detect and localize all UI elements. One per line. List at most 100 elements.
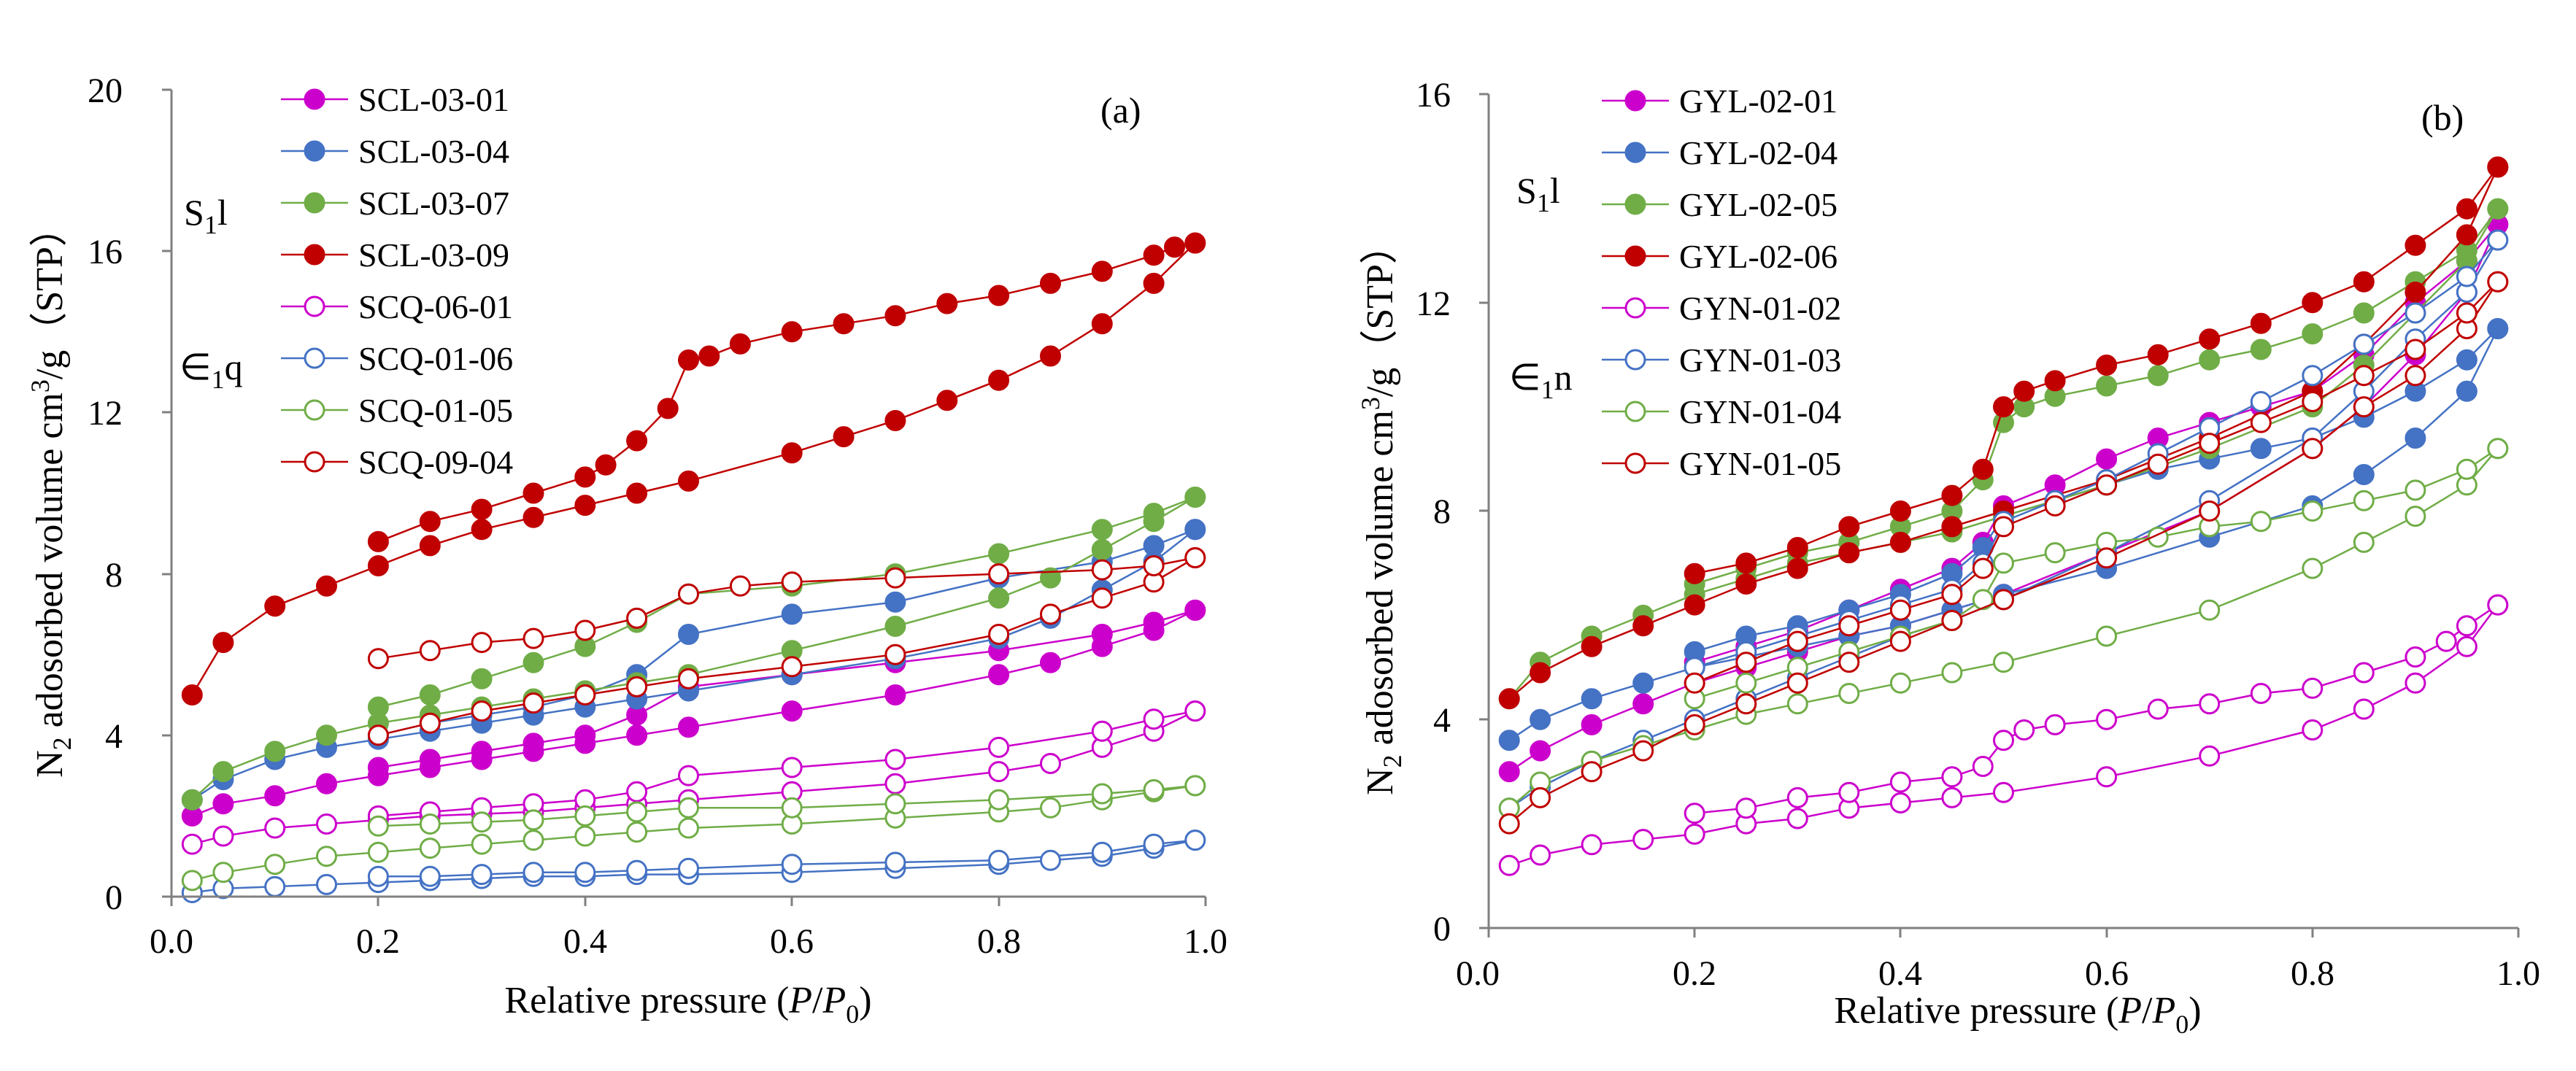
panel-a-series-scq-01-05-desorption-point-12 — [367, 815, 389, 837]
panel-b-series-gyn-01-05-desorption-point-16 — [1735, 652, 1757, 673]
panel-a-series-scl-03-01-adsorption-point-13 — [988, 664, 1010, 686]
panel-a: 20 16 12 8 4 0 0.0 0.2 0.4 0.6 0.8 1.0 R… — [26, 71, 1227, 1029]
panel-a-series-scq-09-04-desorption-point-1 — [1143, 555, 1165, 576]
panel-b-series-gyn-01-02-adsorption-point-16 — [2456, 635, 2477, 657]
panel-a-series-scq-06-01-adsorption-point-0 — [181, 833, 203, 855]
panel-b-series-gyl-02-05-desorption-point-8 — [2096, 375, 2118, 397]
panel-a-series-scl-03-09-desorption-point-7 — [884, 305, 906, 327]
panel-b-legend-label-gyn-01-02: GYN-01-02 — [1679, 290, 1841, 327]
panel-b-series-gyl-02-06-adsorption-point-0 — [1498, 688, 1520, 710]
panel-a-series-scl-03-09-desorption-point-18 — [471, 498, 493, 520]
panel-a-series-scl-03-07-adsorption-point-15 — [1091, 538, 1113, 560]
panel-a-series-scl-03-07-desorption-point-11 — [419, 684, 441, 705]
panel-b-series-gyl-02-06-desorption-point-16 — [1786, 537, 1808, 558]
panel-a-y-axis-title: N2 adosorbed volume cm3/g（STP） — [26, 209, 77, 778]
panel-a-series-scq-06-01-desorption-point-5 — [781, 757, 803, 778]
panel-b-series-gyn-01-05-desorption-point-9 — [2044, 495, 2066, 517]
panel-a-legend-label-scl-03-04: SCL-03-04 — [358, 133, 509, 170]
panel-a-series-scl-03-09-adsorption-point-14 — [936, 390, 958, 411]
panel-b-series-gyl-02-06-adsorption-point-15 — [2405, 282, 2426, 303]
panel-a-series-scl-03-07-adsorption-point-14 — [1040, 567, 1061, 589]
panel-a-legend-label-scl-03-01: SCL-03-01 — [358, 81, 509, 118]
panel-a-series-scq-09-04-desorption-point-0 — [1184, 547, 1206, 568]
panel-b-series-gyn-01-05-desorption-point-17 — [1684, 672, 1705, 694]
panel-a-series-scl-03-09-adsorption-point-4 — [367, 555, 389, 576]
panel-b-series-gyn-01-05-adsorption-point-8 — [1889, 630, 1911, 652]
panel-b-series-gyn-01-04-desorption-point-4 — [2302, 500, 2324, 522]
panel-b-series-gyl-02-06-desorption-point-4 — [2302, 292, 2324, 314]
panel-a-series-scq-01-06-adsorption-point-3 — [316, 873, 337, 895]
panel-b-series-gyl-02-06-desorption-point-2 — [2405, 234, 2426, 256]
panel-a-y-label-0: 0 — [105, 878, 123, 917]
panel-b-series-gyn-01-05-adsorption-point-12 — [2199, 500, 2221, 522]
panel-a-series-scq-01-05-desorption-point-5 — [781, 797, 803, 819]
panel-b-series-gyl-02-04-desorption-point-0 — [2487, 318, 2509, 339]
panel-a-series-scq-09-04-adsorption-point-8 — [884, 643, 906, 665]
panel-b-legend-marker-gyn-01-05 — [1624, 452, 1646, 474]
panel-b-series-gyn-01-02-desorption-point-5 — [2302, 677, 2324, 699]
panel-b-series-gyn-01-02-desorption-point-15 — [1889, 771, 1911, 793]
panel-a-series-scl-03-01-desorption-point-8 — [574, 724, 596, 746]
panel-b-y-label-12: 12 — [1416, 285, 1451, 323]
panel-a-series-scq-09-04-desorption-point-6 — [729, 575, 751, 597]
panel-a-series-scl-03-09-adsorption-point-6 — [471, 519, 493, 541]
panel-a-series-scq-06-01-desorption-point-7 — [626, 781, 648, 803]
panel-b-series-gyn-01-04-desorption-point-16 — [1735, 672, 1757, 694]
panel-b-annotation-s1l: S1l — [1516, 170, 1560, 217]
panel-b-series-gyn-01-02-desorption-point-13 — [1972, 756, 1994, 777]
panel-a-legend-label-scl-03-09: SCL-03-09 — [358, 236, 509, 274]
panel-b-series-gyn-01-04-adsorption-point-6 — [1786, 693, 1808, 715]
panel-a-series-scq-06-01-desorption-point-4 — [884, 749, 906, 770]
panel-a-series-scl-03-09-desorption-point-5 — [988, 285, 1010, 306]
panel-a-series-scq-09-04-desorption-point-10 — [522, 627, 544, 649]
panel-b-series-gyn-01-02-desorption-point-0 — [2487, 594, 2509, 616]
panel-b: 16 12 8 4 0 0.0 0.2 0.4 0.6 0.8 1.0 Rela… — [1356, 76, 2540, 1039]
panel-b-series-gyn-01-04-desorption-point-9 — [2044, 542, 2066, 564]
panel-a-series-scq-09-04-desorption-point-5 — [781, 571, 803, 593]
panel-b-series-gyl-02-06-desorption-point-5 — [2250, 312, 2272, 334]
panel-a-series-scl-03-04-desorption-point-4 — [884, 591, 906, 613]
panel-a-series-scl-03-09-desorption-point-6 — [936, 293, 958, 314]
panel-b-series-gyl-02-05-desorption-point-3 — [2353, 302, 2375, 324]
panel-a-series-scq-06-01-adsorption-point-1 — [212, 825, 234, 847]
panel-a-x-label-0.4: 0.4 — [563, 922, 607, 961]
panel-b-series-gyl-02-06-desorption-point-8 — [2096, 355, 2118, 376]
panel-a-series-scq-06-01-desorption-point-2 — [1091, 720, 1113, 742]
panel-a-legend-marker-scq-09-04 — [304, 451, 325, 473]
panel-b-series-gyl-02-01-adsorption-point-1 — [1530, 740, 1551, 762]
panel-b-series-gyn-01-05-desorption-point-8 — [2096, 474, 2118, 496]
panel-a-x-label-1.0: 1.0 — [1184, 922, 1227, 961]
panel-a-series-scl-03-09-adsorption-point-15 — [988, 369, 1010, 391]
panel-a-series-scl-03-09-adsorption-point-12 — [833, 426, 855, 448]
panel-a-series-scl-03-09-desorption-point-2 — [1143, 244, 1165, 266]
panel-b-legend-label-gyn-01-05: GYN-01-05 — [1679, 445, 1841, 482]
panel-a-series-scq-01-05-adsorption-point-3 — [316, 846, 337, 867]
panel-b-series-gyl-02-06-desorption-point-11 — [1993, 396, 2014, 418]
panel-a-legend-marker-scl-03-04 — [304, 140, 325, 162]
panel-a-series-scq-01-06-adsorption-point-2 — [264, 875, 286, 897]
panel-a-series-scq-01-06-desorption-point-1 — [1143, 833, 1165, 855]
panel-a-series-scq-01-06-desorption-point-10 — [471, 864, 493, 886]
panel-a-series-scq-01-05-desorption-point-4 — [884, 793, 906, 815]
panel-b-series-gyn-01-05-desorption-point-10 — [1993, 516, 2014, 538]
panel-b-series-gyl-02-06-desorption-point-13 — [1941, 484, 1963, 506]
panel-a-series-scl-03-07-desorption-point-1 — [1143, 503, 1165, 525]
panel-a-series-scq-01-05-adsorption-point-2 — [264, 854, 286, 875]
panel-a-series-scq-09-04-desorption-point-12 — [419, 640, 441, 662]
panel-a-series-scl-03-09-desorption-point-17 — [522, 482, 544, 504]
panel-b-series-gyn-01-02-adsorption-point-11 — [2096, 766, 2118, 788]
panel-a-series-scl-03-04-desorption-point-1 — [1143, 535, 1165, 557]
panel-b-series-gyn-01-05 — [1498, 271, 2509, 835]
panel-a-annotation-e1q: ∈1q — [180, 347, 243, 394]
panel-a-series-scq-01-05-adsorption-point-1 — [212, 862, 234, 884]
panel-b-series-gyl-02-06-adsorption-point-7 — [1838, 542, 1860, 564]
panel-a-series-scl-03-01-desorption-point-11 — [419, 749, 441, 770]
panel-a-y-ticks — [162, 88, 171, 898]
panel-b-legend-item-gyl-02-05: GYL-02-05 — [1602, 186, 1837, 223]
panel-a-series-scl-03-09-desorption-point-9 — [781, 321, 803, 343]
panel-b-series-gyn-01-02-adsorption-point-12 — [2199, 745, 2221, 767]
panel-b-series-gyl-02-04-adsorption-point-0 — [1498, 730, 1520, 751]
panel-a-series-scq-01-06-desorption-point-9 — [522, 862, 544, 884]
panel-a-legend-item-scl-03-09: SCL-03-09 — [281, 236, 509, 274]
panel-b-annotation-e1n: ∈1n — [1509, 357, 1573, 404]
